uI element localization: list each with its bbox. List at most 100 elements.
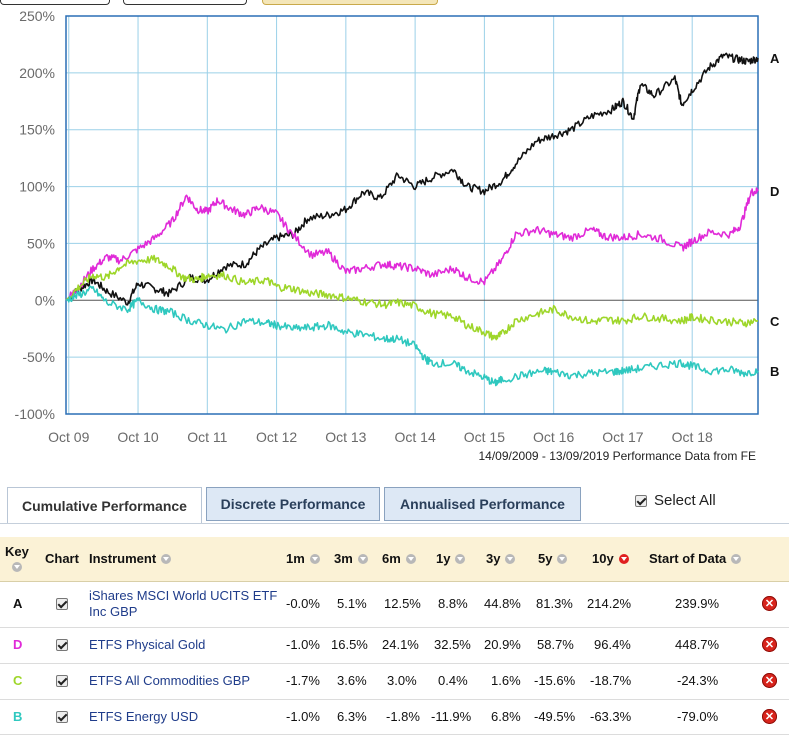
value-10y: -18.7%	[590, 673, 632, 688]
header-3m-label: 3m	[334, 551, 353, 566]
y-tick-label: -50%	[22, 349, 55, 365]
x-tick-label: Oct 13	[325, 429, 366, 445]
x-tick-label: Oct 17	[602, 429, 643, 445]
remove-icon[interactable]: ✕	[762, 673, 777, 688]
header-3y[interactable]: 3y	[486, 551, 516, 566]
series-key-B: B	[770, 364, 779, 379]
x-tick-label: Oct 16	[533, 429, 574, 445]
series-key-D: D	[770, 184, 779, 199]
header-key-label: Key	[5, 544, 29, 559]
instrument-link[interactable]: ETFS All Commodities GBP	[89, 673, 251, 688]
table-row: D ETFS Physical Gold -1.0% 16.5% 24.1% 3…	[0, 628, 789, 664]
value-3y: 44.8%	[484, 596, 521, 611]
value-3y: 1.6%	[491, 673, 521, 688]
plot-frame	[65, 15, 759, 415]
x-tick-label: Oct 12	[256, 429, 297, 445]
header-6m[interactable]: 6m	[382, 551, 416, 566]
value-1y: 32.5%	[434, 637, 471, 652]
row-key: B	[13, 709, 23, 724]
chart-checkbox[interactable]	[56, 639, 68, 651]
value-5y: -15.6%	[534, 673, 576, 688]
tab-annualised-label: Annualised Performance	[400, 496, 565, 512]
x-tick-label: Oct 09	[48, 429, 89, 445]
tab-annualised-performance[interactable]: Annualised Performance	[384, 487, 581, 521]
tab-cumulative-performance[interactable]: Cumulative Performance	[7, 487, 202, 524]
sort-desc-active-icon[interactable]	[618, 553, 629, 564]
sort-icon[interactable]	[731, 553, 742, 564]
header-5y[interactable]: 5y	[538, 551, 568, 566]
value-1y: 8.8%	[438, 596, 468, 611]
value-6m: -1.8%	[386, 709, 420, 724]
series-key-C: C	[770, 314, 780, 329]
tab-discrete-label: Discrete Performance	[220, 496, 366, 512]
chart-checkbox[interactable]	[56, 675, 68, 687]
sort-icon[interactable]	[455, 553, 466, 564]
value-1y: 0.4%	[438, 673, 468, 688]
instrument-link[interactable]: ETFS Physical Gold	[89, 637, 206, 652]
tab-cumulative-label: Cumulative Performance	[22, 498, 187, 514]
remove-icon[interactable]: ✕	[762, 637, 777, 652]
x-tick-label: Oct 15	[464, 429, 505, 445]
value-3m: 3.6%	[337, 673, 367, 688]
header-chart-label: Chart	[45, 551, 79, 566]
remove-icon[interactable]: ✕	[762, 709, 777, 724]
chart-grid	[65, 15, 759, 415]
y-tick-label: 200%	[19, 65, 55, 81]
value-start-of-data: 239.9%	[675, 596, 720, 611]
value-1m: -1.0%	[286, 709, 320, 724]
series-line-D	[65, 187, 759, 301]
header-6m-label: 6m	[382, 551, 401, 566]
sort-icon[interactable]	[11, 562, 22, 572]
value-5y: 81.3%	[536, 596, 573, 611]
y-tick-label: -100%	[15, 406, 55, 422]
value-3m: 16.5%	[331, 637, 368, 652]
select-all-checkbox[interactable]	[635, 494, 647, 507]
sort-icon[interactable]	[405, 553, 416, 564]
sort-icon[interactable]	[357, 553, 368, 564]
top-button-1[interactable]	[0, 0, 110, 5]
header-10y[interactable]: 10y	[592, 551, 629, 566]
value-start-of-data: -79.0%	[677, 709, 719, 724]
y-tick-label: 0%	[35, 292, 55, 308]
tab-discrete-performance[interactable]: Discrete Performance	[206, 487, 380, 521]
value-5y: 58.7%	[537, 637, 574, 652]
value-1m: -1.0%	[286, 637, 320, 652]
header-instrument-label: Instrument	[89, 551, 157, 566]
chart-checkbox[interactable]	[56, 598, 68, 610]
header-3m[interactable]: 3m	[334, 551, 368, 566]
value-6m: 24.1%	[382, 637, 419, 652]
value-start-of-data: -24.3%	[677, 673, 719, 688]
header-1y-label: 1y	[436, 551, 451, 566]
sort-icon[interactable]	[557, 553, 568, 564]
header-start-of-data[interactable]: Start of Data	[649, 551, 742, 566]
top-button-3[interactable]	[262, 0, 438, 5]
value-1y: -11.9%	[431, 709, 472, 724]
header-key[interactable]: Key	[5, 544, 29, 572]
sort-icon[interactable]	[505, 553, 516, 564]
header-1y[interactable]: 1y	[436, 551, 466, 566]
value-10y: 214.2%	[587, 596, 632, 611]
sort-icon[interactable]	[309, 553, 320, 564]
top-button-2[interactable]	[123, 0, 247, 5]
value-1m: -1.7%	[286, 673, 320, 688]
value-1m: -0.0%	[286, 596, 320, 611]
table-row: B ETFS Energy USD -1.0% 6.3% -1.8% -11.9…	[0, 700, 789, 735]
table-header: Key Chart Instrument 1m 3m 6m 1y 3y 5y 1…	[0, 537, 789, 582]
value-3m: 6.3%	[337, 709, 367, 724]
header-3y-label: 3y	[486, 551, 501, 566]
table-row: A iShares MSCI World UCITS ETF Inc GBP -…	[0, 582, 789, 628]
select-all-control[interactable]: Select All	[635, 492, 716, 509]
chart-checkbox[interactable]	[56, 711, 68, 723]
y-tick-label: 50%	[27, 235, 55, 251]
header-1m-label: 1m	[286, 551, 305, 566]
instrument-link[interactable]: ETFS Energy USD	[89, 709, 199, 724]
sort-icon[interactable]	[161, 553, 172, 564]
value-3y: 6.8%	[491, 709, 521, 724]
instrument-link[interactable]: iShares MSCI World UCITS ETF Inc GBP	[89, 588, 278, 619]
remove-icon[interactable]: ✕	[762, 596, 777, 611]
series-line-C	[65, 254, 759, 341]
performance-chart: 250%200%150%100%50%0%-50%-100% Oct 09 Oct…	[15, 8, 780, 463]
y-tick-label: 150%	[19, 122, 55, 138]
header-instrument[interactable]: Instrument	[89, 551, 172, 566]
header-1m[interactable]: 1m	[286, 551, 320, 566]
